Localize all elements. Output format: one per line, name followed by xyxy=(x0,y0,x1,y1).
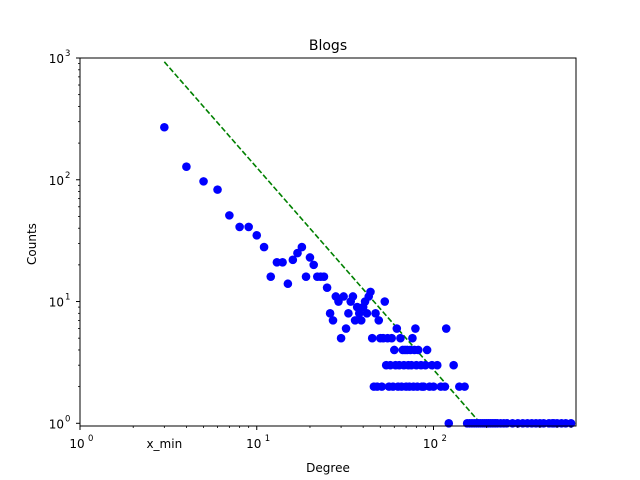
y-tick-label: 10 xyxy=(49,296,64,310)
y-tick-exponent: 2 xyxy=(65,171,70,181)
data-point xyxy=(413,345,423,355)
x-tick-exponent: 1 xyxy=(265,434,270,444)
data-point xyxy=(432,360,442,370)
y-tick-label: 10 xyxy=(49,417,64,431)
data-point xyxy=(350,316,360,325)
data-point xyxy=(449,360,458,370)
data-point xyxy=(380,297,390,306)
data-point xyxy=(309,260,319,270)
data-point xyxy=(444,418,454,428)
data-point xyxy=(566,418,576,428)
data-point xyxy=(278,257,287,267)
data-point xyxy=(199,177,208,186)
y-tick-exponent: 3 xyxy=(65,49,70,59)
data-point xyxy=(235,222,244,232)
y-tick-exponent: 1 xyxy=(65,293,70,303)
data-point xyxy=(374,316,384,325)
data-point xyxy=(319,272,329,281)
data-point xyxy=(244,222,253,232)
data-point xyxy=(366,287,375,297)
data-point xyxy=(293,248,302,258)
x-min-annotation: x_min xyxy=(146,437,182,451)
data-point xyxy=(213,185,222,194)
data-point xyxy=(160,122,169,132)
data-point xyxy=(182,162,191,172)
x-axis-label: Degree xyxy=(306,461,350,475)
data-point xyxy=(387,333,396,343)
data-point xyxy=(354,309,364,318)
x-tick-exponent: 0 xyxy=(88,434,93,444)
x-tick-label: 10 xyxy=(69,437,84,451)
data-point xyxy=(266,272,276,281)
y-tick-label: 10 xyxy=(49,52,64,66)
data-point xyxy=(367,333,377,343)
data-point xyxy=(339,292,348,301)
data-point xyxy=(328,316,338,325)
plot-background xyxy=(80,58,576,426)
data-point xyxy=(301,272,311,281)
data-point xyxy=(259,242,269,252)
data-point xyxy=(411,324,420,333)
data-point xyxy=(283,279,293,289)
y-tick-label: 10 xyxy=(49,174,64,188)
x-tick-label: 10 xyxy=(246,437,261,451)
x-tick-exponent: 2 xyxy=(442,434,447,444)
data-point xyxy=(429,382,438,391)
data-point xyxy=(396,333,405,343)
x-tick-label: 10 xyxy=(423,437,438,451)
data-point xyxy=(348,292,358,301)
chart-title: Blogs xyxy=(309,38,347,54)
data-point xyxy=(344,309,353,318)
data-point xyxy=(422,345,432,355)
data-point xyxy=(356,316,366,325)
data-point xyxy=(252,230,262,240)
data-point xyxy=(341,324,351,333)
plot-area xyxy=(80,58,576,426)
axes-frame xyxy=(79,57,577,427)
data-point xyxy=(336,333,346,343)
data-point xyxy=(408,333,417,343)
data-point xyxy=(440,382,450,391)
data-point xyxy=(371,309,380,318)
data-point xyxy=(225,211,234,220)
data-point xyxy=(288,255,298,265)
data-point xyxy=(392,324,402,333)
data-point xyxy=(325,309,335,318)
y-tick-exponent: 0 xyxy=(65,414,70,424)
data-point xyxy=(297,242,307,252)
data-point xyxy=(362,309,372,318)
y-axis-label: Counts xyxy=(25,223,39,265)
data-point xyxy=(419,382,428,391)
data-point xyxy=(305,253,315,262)
data-point xyxy=(441,324,451,333)
data-point xyxy=(377,382,387,391)
data-point xyxy=(322,283,332,292)
data-point xyxy=(421,360,430,370)
data-point xyxy=(389,345,399,355)
scatter-points xyxy=(160,122,576,428)
axes: 10 0 10 1 10 210 010 110 210 3x_min xyxy=(49,49,577,451)
data-point xyxy=(460,382,469,391)
